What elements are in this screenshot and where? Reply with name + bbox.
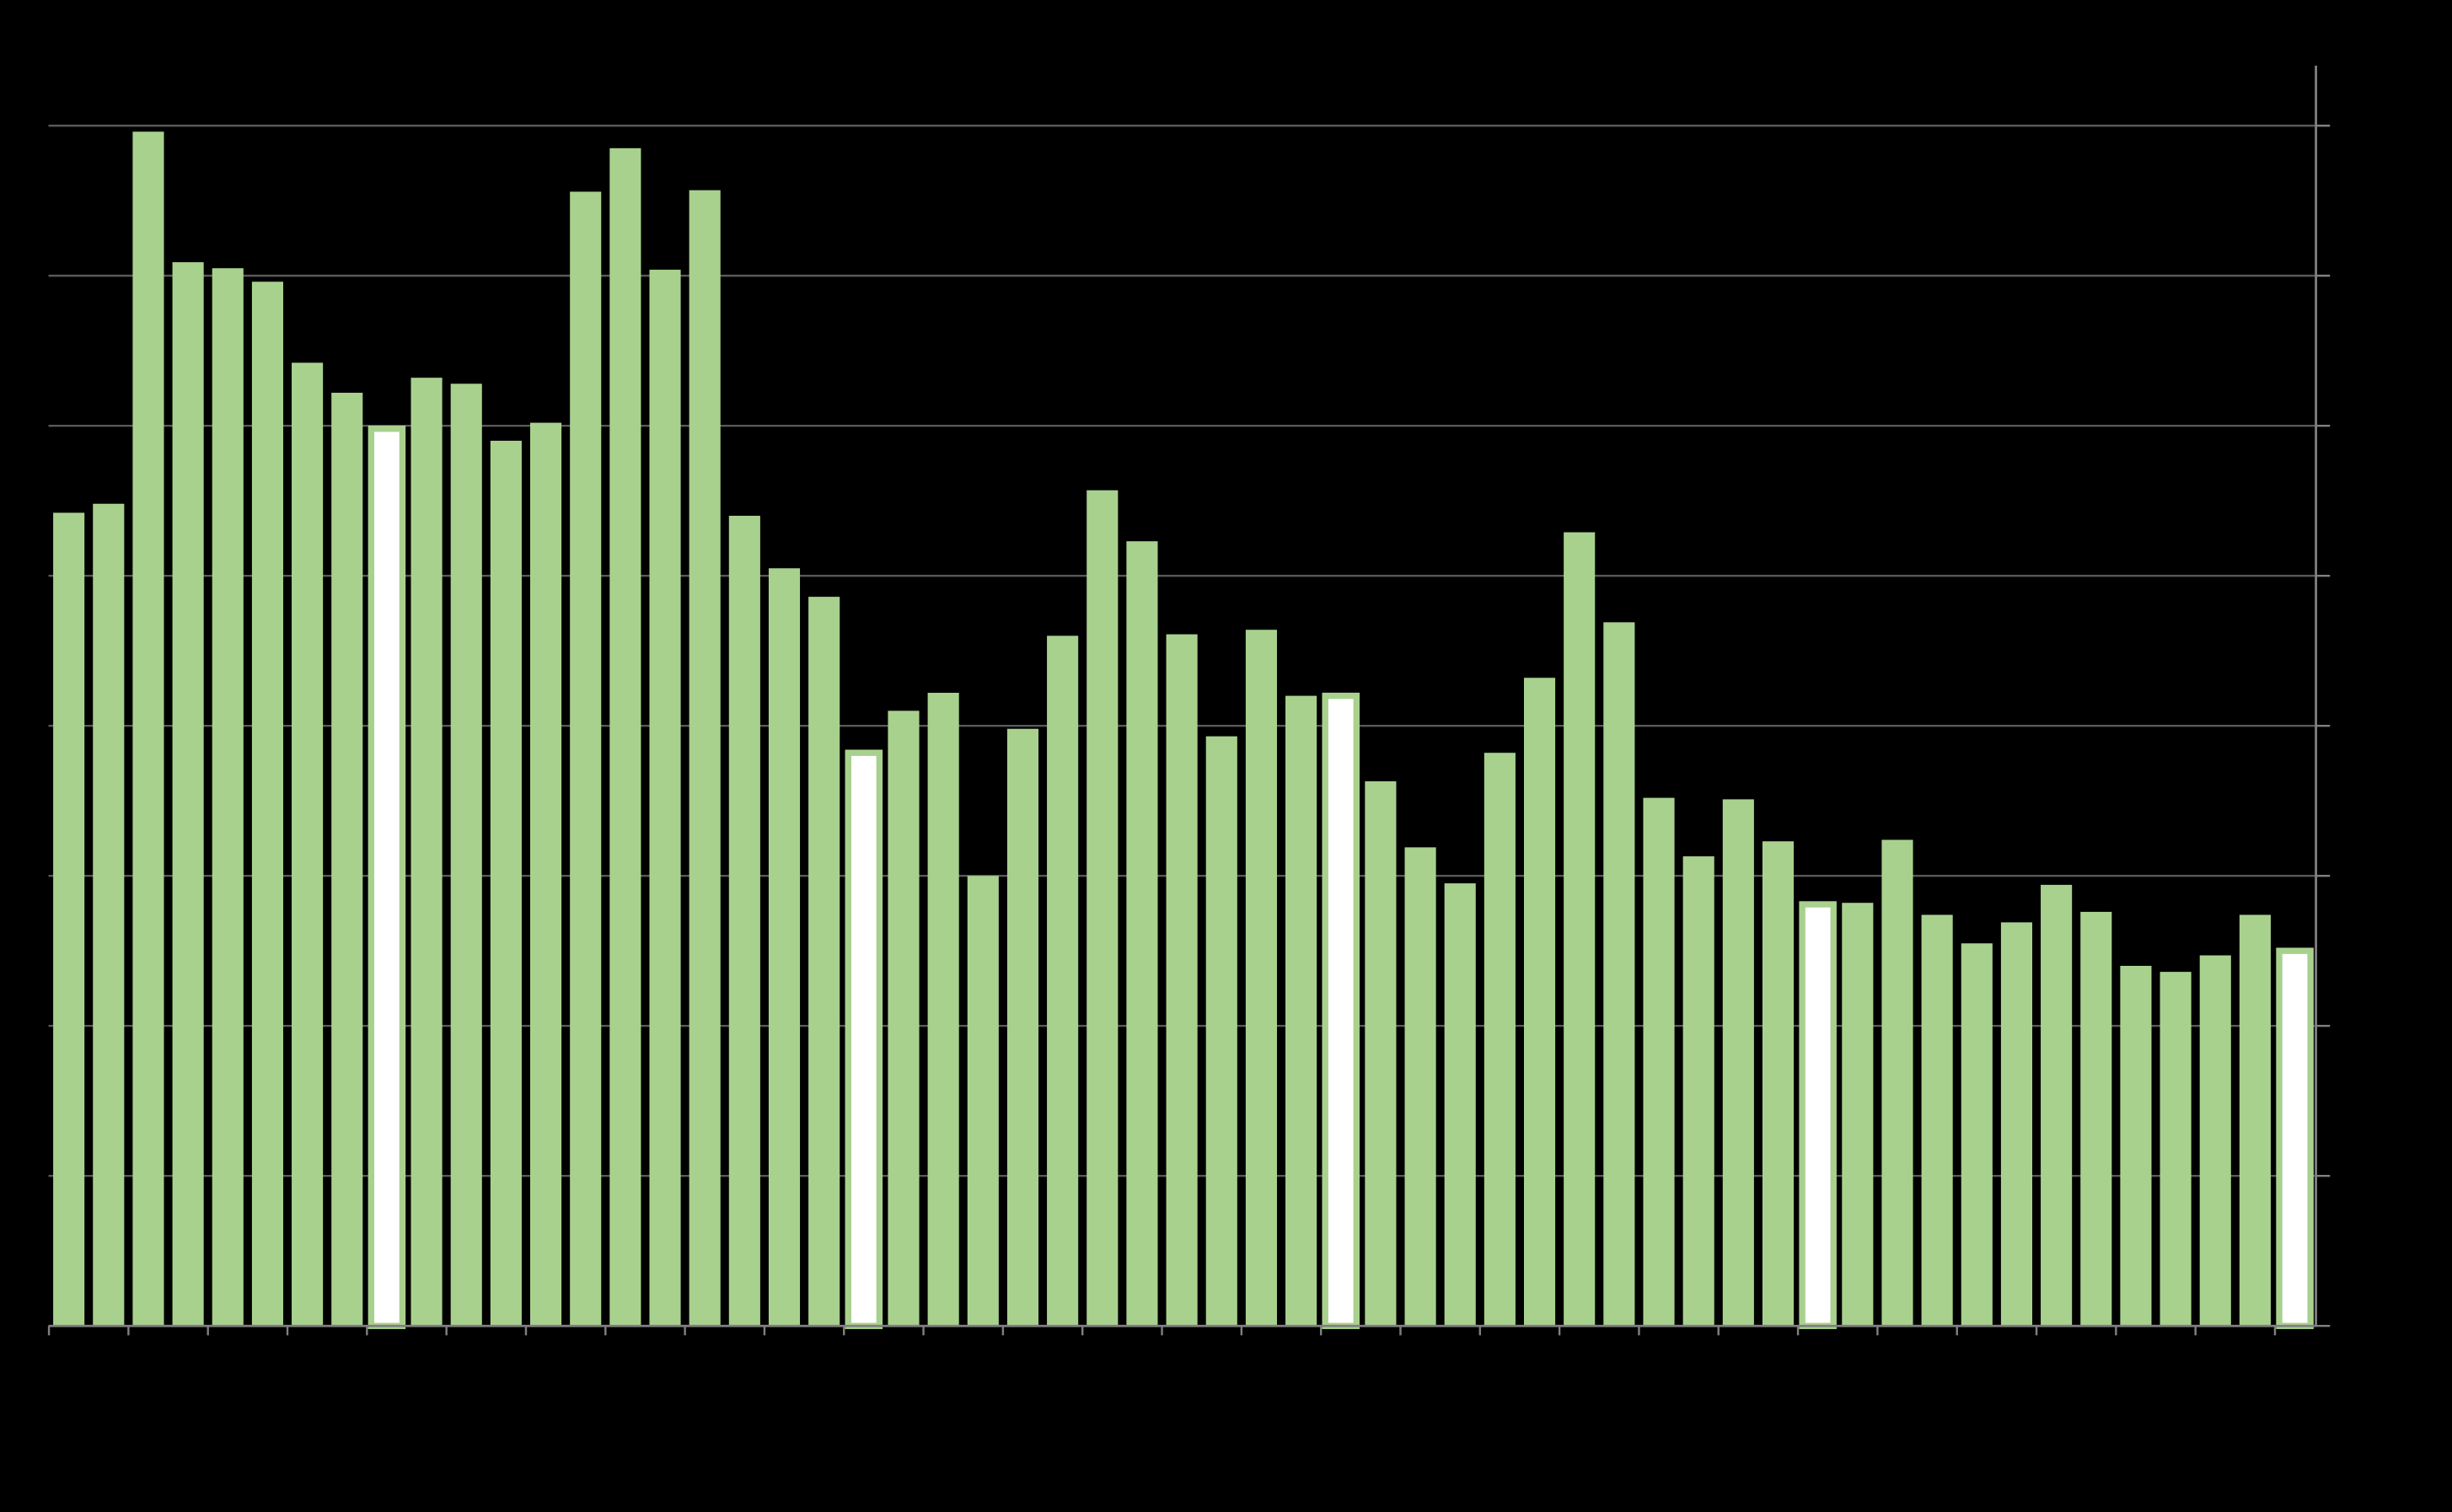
- bar: [967, 876, 999, 1327]
- bar: [649, 270, 681, 1327]
- bar: [1285, 695, 1317, 1327]
- bar: [2120, 965, 2152, 1327]
- bar: [2000, 922, 2033, 1327]
- bar: [1842, 903, 1874, 1327]
- bar: [212, 268, 244, 1327]
- bar: [1166, 634, 1198, 1327]
- bar: [530, 422, 562, 1327]
- bar: [808, 597, 840, 1327]
- bar: [331, 392, 363, 1327]
- bar: [410, 378, 443, 1327]
- bar: [1245, 630, 1277, 1327]
- bar: [1006, 728, 1039, 1327]
- bar: [1722, 799, 1754, 1327]
- bar: [1322, 692, 1360, 1329]
- bar: [1643, 797, 1675, 1327]
- bar: [292, 362, 324, 1327]
- bar: [1047, 635, 1079, 1327]
- bar: [927, 693, 959, 1327]
- bar: [1365, 781, 1397, 1327]
- bar: [2276, 947, 2314, 1329]
- bar: [368, 426, 406, 1329]
- bar: [1682, 856, 1714, 1327]
- bar: [1523, 678, 1556, 1327]
- bar: [1799, 901, 1837, 1329]
- bar: [570, 191, 602, 1327]
- bar: [768, 568, 801, 1327]
- bar: [1086, 490, 1119, 1327]
- bar: [1484, 753, 1516, 1327]
- bar: [1564, 532, 1596, 1327]
- bar: [1921, 914, 1953, 1327]
- bar: [2041, 884, 2073, 1327]
- bar: [53, 512, 85, 1327]
- bar: [888, 710, 920, 1327]
- bar: [2160, 972, 2192, 1327]
- bar: [2239, 914, 2271, 1327]
- bar: [845, 749, 883, 1329]
- bar: [1205, 736, 1237, 1327]
- bar: [251, 281, 283, 1327]
- bar: [490, 440, 522, 1327]
- bar: [93, 503, 125, 1327]
- bar: [450, 383, 482, 1327]
- bar: [1126, 541, 1158, 1327]
- bar: [1444, 883, 1476, 1327]
- bar: [2199, 955, 2231, 1327]
- bar: [2080, 911, 2112, 1327]
- bar: [689, 190, 721, 1327]
- bar: [172, 262, 204, 1327]
- bar: [609, 147, 641, 1327]
- bar: [132, 131, 164, 1327]
- bar: [728, 515, 760, 1327]
- bar: [1961, 943, 1993, 1327]
- bar: [1404, 847, 1436, 1327]
- bar: [1762, 841, 1795, 1327]
- bar: [1603, 622, 1635, 1327]
- bar: [1881, 839, 1913, 1327]
